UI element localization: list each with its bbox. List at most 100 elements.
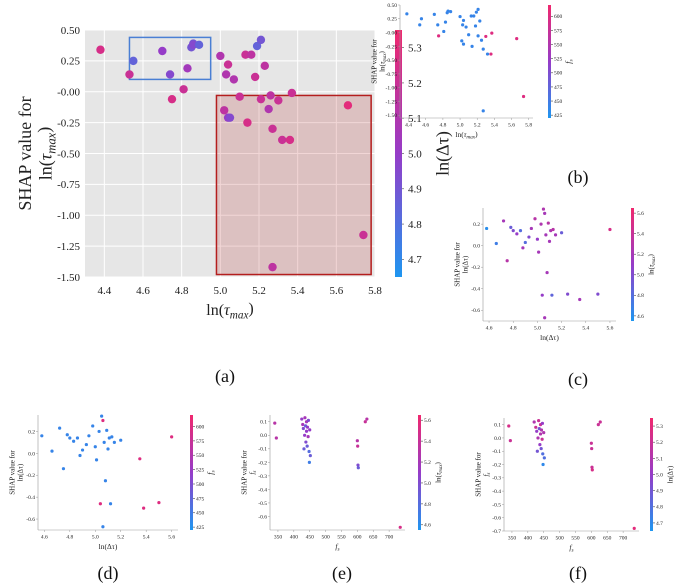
y-tick-label: 0.1 <box>260 420 267 426</box>
scatter-point <box>365 417 369 421</box>
x-tick-label: 350 <box>274 535 283 541</box>
x-axis-label: fs <box>569 543 573 554</box>
y-tick-label: -1.50 <box>386 113 398 119</box>
scatter-point <box>469 14 473 18</box>
scatter-point <box>535 449 539 453</box>
panel-label-a: (a) <box>215 366 235 387</box>
scatter-point <box>68 436 72 440</box>
x-tick-label: 5.2 <box>558 326 565 332</box>
x-axis-label: ln(τmax) <box>206 301 253 322</box>
colorbar-tick-label: 575 <box>196 439 205 445</box>
colorbar-tick-label: 5.3 <box>656 424 663 430</box>
y-axis-label-line: SHAP value for <box>453 242 461 287</box>
scatter-point <box>356 466 360 470</box>
scatter-point <box>220 106 229 115</box>
scatter-point <box>78 453 82 458</box>
scatter-point <box>460 39 464 43</box>
scatter-point <box>307 449 311 454</box>
colorbar-tick-label: 5.0 <box>656 472 663 478</box>
x-tick-label: 550 <box>337 535 346 541</box>
y-tick-label: -0.2 <box>492 462 501 468</box>
panel-label-e: (e) <box>332 563 352 584</box>
scatter-point <box>303 433 307 437</box>
scatter-point <box>343 101 353 110</box>
scatter-point <box>418 23 422 27</box>
scatter-point <box>110 435 114 439</box>
x-tick-label: 5.0 <box>457 123 464 129</box>
colorbar-tick-label: 475 <box>554 85 563 91</box>
x-axis-label: ln(τmax) <box>455 129 478 140</box>
x-tick-label: 5.6 <box>508 123 515 129</box>
scatter-point <box>359 230 368 240</box>
scatter-point <box>179 85 188 94</box>
x-tick-label: 450 <box>306 535 315 541</box>
colorbar-label-text: ln(Δτ) <box>432 131 453 176</box>
scatter-point <box>596 292 600 296</box>
y-tick-label: -0.75 <box>57 179 80 191</box>
colorbar-tick-label: 525 <box>554 57 563 63</box>
scatter-point <box>535 237 540 241</box>
y-axis-label-line: SHAP value for <box>15 96 35 210</box>
scatter-point <box>84 442 88 447</box>
y-tick-label: 0.25 <box>387 17 397 23</box>
x-tick-label: 350 <box>508 536 517 542</box>
scatter-point <box>542 456 546 460</box>
x-tick-label: 5.0 <box>92 535 99 541</box>
y-axis-label-line: SHAP value for <box>474 452 482 497</box>
scatter-point <box>158 46 167 56</box>
y-tick-label: -1.00 <box>57 210 80 222</box>
scatter-point <box>515 232 519 236</box>
scatter-point <box>65 433 69 437</box>
y-tick-label: -0.25 <box>57 117 80 129</box>
scatter-point <box>544 233 548 237</box>
scatter-point <box>225 113 235 122</box>
scatter-point <box>542 431 546 435</box>
x-tick-label: 5.2 <box>474 123 481 129</box>
panel-label-f: (f) <box>569 563 587 584</box>
colorbar-tick-label: 4.7 <box>656 521 663 527</box>
scatter-point <box>252 41 262 51</box>
colorbar-tick-label: 5.4 <box>637 232 644 238</box>
scatter-point <box>479 38 484 42</box>
highlight-box-blue <box>128 36 212 81</box>
scatter-point <box>119 438 123 442</box>
y-tick-label: -0.4 <box>26 495 35 501</box>
scatter-point <box>260 61 269 71</box>
y-tick-label: -0.6 <box>258 514 267 520</box>
scatter-point <box>268 262 277 272</box>
scatter-point <box>437 34 441 38</box>
colorbar-tick-label: 525 <box>196 468 205 474</box>
y-tick-label: -0.5 <box>492 502 501 508</box>
colorbar-tick-label: 5.2 <box>424 460 431 466</box>
scatter-point <box>405 12 409 16</box>
x-axis-label: ln(Δτ) <box>99 542 118 551</box>
colorbar-tick-label: 4.7 <box>408 254 422 266</box>
scatter-point <box>170 435 174 439</box>
y-tick-label: -0.50 <box>57 148 80 160</box>
colorbar-tick-label: 4.9 <box>656 489 663 495</box>
scatter-point <box>632 526 636 530</box>
scatter-point <box>538 432 543 436</box>
x-tick-label: 550 <box>571 536 580 542</box>
x-tick-label: 450 <box>540 536 549 542</box>
scatter-point <box>481 109 485 113</box>
colorbar-tick-label: 5.2 <box>656 440 663 446</box>
colorbar-label: ln(Δτ) <box>432 131 453 176</box>
scatter-point <box>75 436 80 440</box>
x-tick-label: 5.6 <box>607 326 614 332</box>
scatter-point <box>264 104 273 114</box>
scatter-point <box>138 457 142 461</box>
y-tick-label: -0.25 <box>386 44 398 50</box>
y-tick-label: 0.25 <box>61 56 81 68</box>
scatter-point <box>473 24 478 28</box>
scatter-point <box>550 293 554 297</box>
x-tick-label: 700 <box>619 536 628 542</box>
y-axis-label-line: SHAP value for <box>240 450 248 495</box>
scatter-point <box>165 70 175 79</box>
colorbar-tick-label: 5.1 <box>656 456 663 462</box>
x-tick-label: 500 <box>555 536 564 542</box>
scatter-point <box>590 446 594 451</box>
scatter-point <box>505 259 509 263</box>
y-tick-label: -1.25 <box>57 241 80 253</box>
